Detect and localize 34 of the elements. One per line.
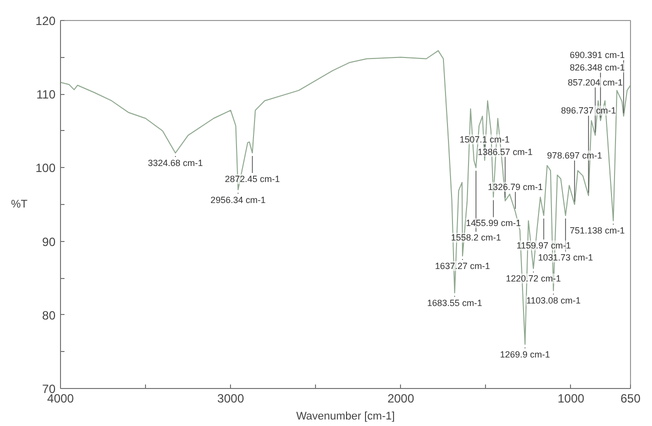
y-tick-label: 120	[35, 14, 56, 28]
x-tick-label: 3000	[217, 392, 244, 406]
annotation: 1558.2 cm-1	[450, 232, 501, 243]
annotation: 896.737 cm-1	[561, 106, 616, 116]
y-tick-label: 90	[42, 234, 56, 249]
annotation: 1637.27 cm-1	[435, 261, 490, 272]
annotation: 751.138 cm-1	[570, 226, 625, 236]
annotation: 1683.55 cm-1	[427, 298, 482, 308]
x-tick-label: 650	[620, 392, 641, 406]
annotation: 978.697 cm-1	[547, 150, 602, 160]
annotation: 1326.79 cm-1	[488, 182, 543, 192]
annotation: 826.348 cm-1	[570, 62, 625, 73]
annotation: 1507.1 cm-1	[460, 134, 510, 144]
line-series	[60, 50, 630, 345]
annotation: 690.391 cm-1	[570, 50, 625, 60]
x-tick-label: 4000	[47, 392, 74, 406]
annotation: 2956.34 cm-1	[210, 194, 266, 205]
annotation: 1103.08 cm-1	[526, 296, 581, 306]
annotation: 1269.9 cm-1	[500, 349, 550, 360]
x-tick-label: 1000	[558, 392, 585, 406]
x-tick-label: 2000	[387, 392, 414, 406]
x-axis-title: Wavenumber [cm-1]	[296, 410, 395, 422]
y-tick-label: 100	[35, 161, 56, 176]
annotation: 1220.72 cm-1	[506, 274, 561, 284]
annotation: 1455.99 cm-1	[466, 218, 521, 228]
y-tick-label: 110	[36, 88, 56, 102]
y-axis-title: %T	[10, 198, 28, 210]
annotation: 1031.73 cm-1	[538, 252, 594, 263]
y-tick-label: 80	[42, 308, 56, 322]
annotation: 1159.97 cm-1	[516, 240, 571, 251]
annotation: 2872.45 cm-1	[224, 174, 280, 184]
annotation: 1386.57 cm-1	[478, 146, 533, 157]
annotation: 857.204 cm-1	[568, 77, 623, 88]
annotation: 3324.68 cm-1	[148, 158, 203, 168]
